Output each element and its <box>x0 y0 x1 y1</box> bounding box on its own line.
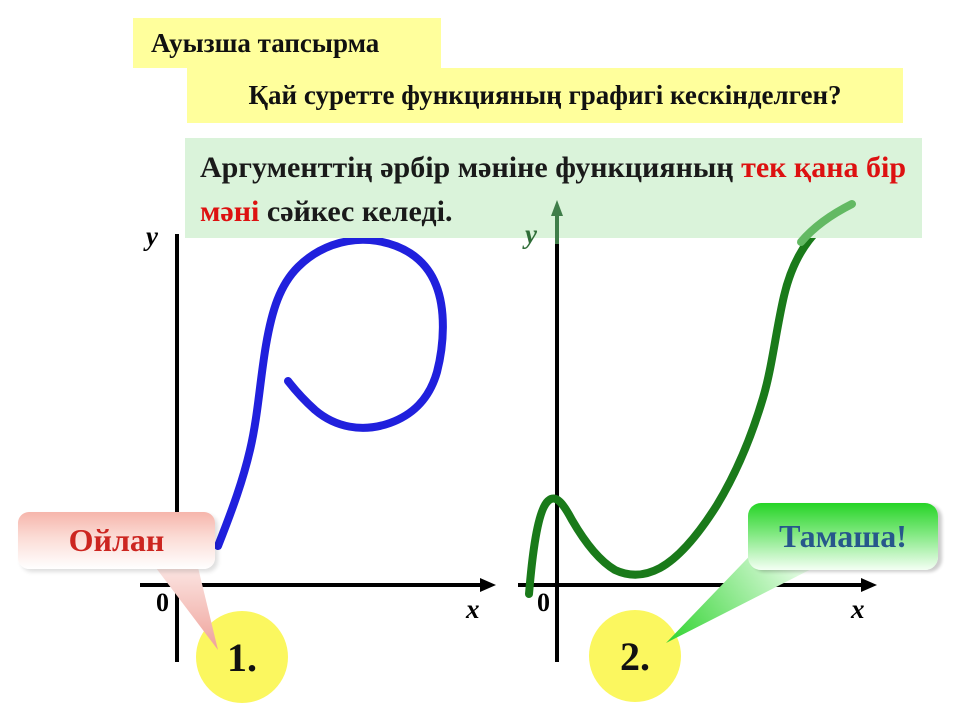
callout-think-tail <box>150 555 218 650</box>
graph2-number: 2. <box>620 633 650 679</box>
definition-text-highlight: тек қана бір мәні <box>200 151 907 228</box>
title-badge: Ауызша тапсырма <box>133 18 441 68</box>
graph2-x-arrow-icon <box>861 578 877 592</box>
title-badge-text: Ауызша тапсырма <box>151 27 380 58</box>
callout-great-text: Тамаша! <box>779 518 907 554</box>
graph2-y-arrow-tinted-icon <box>551 200 563 216</box>
callout-great: Тамаша! <box>748 503 938 570</box>
callout-think-text: Ойлан <box>68 522 165 558</box>
definition-text-end: сәйкес келеді. <box>259 195 453 228</box>
graph1-x-label: x <box>466 594 480 624</box>
graph1-number: 1. <box>227 634 257 680</box>
definition-text-start: Аргументтің әрбір мәніне функцияның <box>200 151 742 184</box>
graph2-curve-faded-tip <box>797 200 856 246</box>
graph2-curve <box>525 200 856 598</box>
graph2-y-label: y <box>525 219 537 249</box>
definition-box: Аргументтің әрбір мәніне функцияның тек … <box>185 138 922 238</box>
graph2-x-label: x <box>851 594 865 624</box>
callout-think: Ойлан <box>18 512 215 569</box>
graph1-x-arrow-icon <box>480 578 496 592</box>
question-text: Қай суретте функцияның графигі кескіндел… <box>248 80 842 110</box>
graph2-origin-label: 0 <box>537 588 550 617</box>
question-bar: Қай суретте функцияның графигі кескіндел… <box>187 68 903 123</box>
graph1-curve <box>214 235 447 550</box>
graph1-origin-label: 0 <box>156 588 169 617</box>
graph2-number-circle: 2. <box>589 610 681 702</box>
graph1-y-label: y <box>146 221 158 251</box>
